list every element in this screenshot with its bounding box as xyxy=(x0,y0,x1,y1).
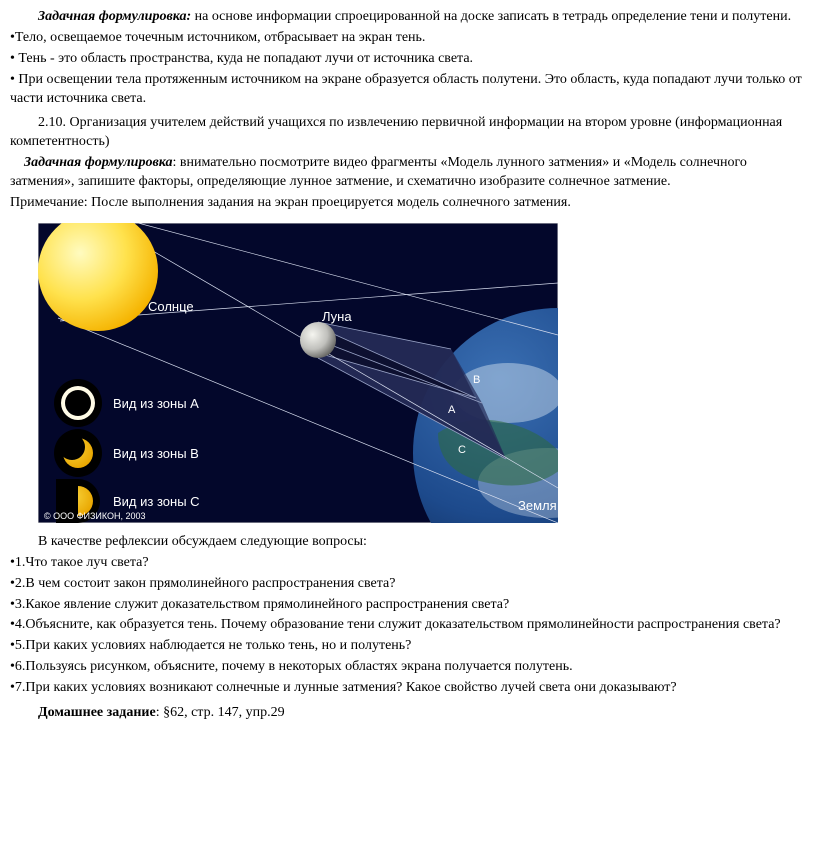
question-4: •4.Объясните, как образуется тень. Почем… xyxy=(10,616,806,635)
heading-text: Организация учителем действий учащихся п… xyxy=(10,115,782,149)
question-5: •5.При каких условиях наблюдается не тол… xyxy=(10,637,806,656)
view-c-label: Вид из зоны C xyxy=(113,494,200,509)
heading-num: 2.10. xyxy=(38,115,66,130)
task1-line: Задачная формулировка: на основе информа… xyxy=(10,8,806,27)
view-b-icon xyxy=(54,429,102,477)
copyright-text: © ООО ФИЗИКОН, 2003 xyxy=(44,511,146,521)
view-a-icon xyxy=(54,379,102,427)
sun-label: Солнце xyxy=(148,299,194,314)
b1-bullet2: • Тень - это область пространства, куда … xyxy=(10,50,806,69)
question-7: •7.При каких условиях возникают солнечны… xyxy=(10,679,806,698)
zone-c-letter: C xyxy=(458,444,466,456)
view-a-label: Вид из зоны A xyxy=(113,396,199,411)
question-6: •6.Пользуясь рисунком, объясните, почему… xyxy=(10,658,806,677)
homework-line: Домашнее задание: §62, стр. 147, упр.29 xyxy=(10,704,806,723)
moon-icon xyxy=(300,322,336,358)
zone-b-letter: B xyxy=(473,374,480,386)
task1-label: Задачная формулировка: xyxy=(38,9,191,24)
question-3: •3.Какое явление служит доказательством … xyxy=(10,596,806,615)
reflection-lead: В качестве рефлексии обсуждаем следующие… xyxy=(10,533,806,552)
task2-line: Задачная формулировка: внимательно посмо… xyxy=(10,154,806,192)
homework-text: : §62, стр. 147, упр.29 xyxy=(156,705,285,720)
b1-bullet3: • При освещении тела протяженным источни… xyxy=(10,71,806,109)
task1-text: на основе информации спроецированной на … xyxy=(191,9,791,24)
homework-label: Домашнее задание xyxy=(38,705,156,720)
eclipse-diagram: Земля Солнце Луна A B C Вид из зоны A xyxy=(38,223,806,523)
b1-bullet1: •Тело, освещаемое точечным источником, о… xyxy=(10,29,806,48)
note-line: Примечание: После выполнения задания на … xyxy=(10,194,806,213)
view-b-label: Вид из зоны B xyxy=(113,446,199,461)
question-1: •1.Что такое луч света? xyxy=(10,554,806,573)
heading-2-10: 2.10. Организация учителем действий учащ… xyxy=(10,114,806,152)
earth-label: Земля xyxy=(518,498,557,513)
zone-a-letter: A xyxy=(448,404,456,416)
moon-label: Луна xyxy=(322,309,352,324)
task2-label: Задачная формулировка xyxy=(24,155,172,170)
question-2: •2.В чем состоит закон прямолинейного ра… xyxy=(10,575,806,594)
eclipse-svg: Земля Солнце Луна A B C Вид из зоны A xyxy=(38,223,558,523)
